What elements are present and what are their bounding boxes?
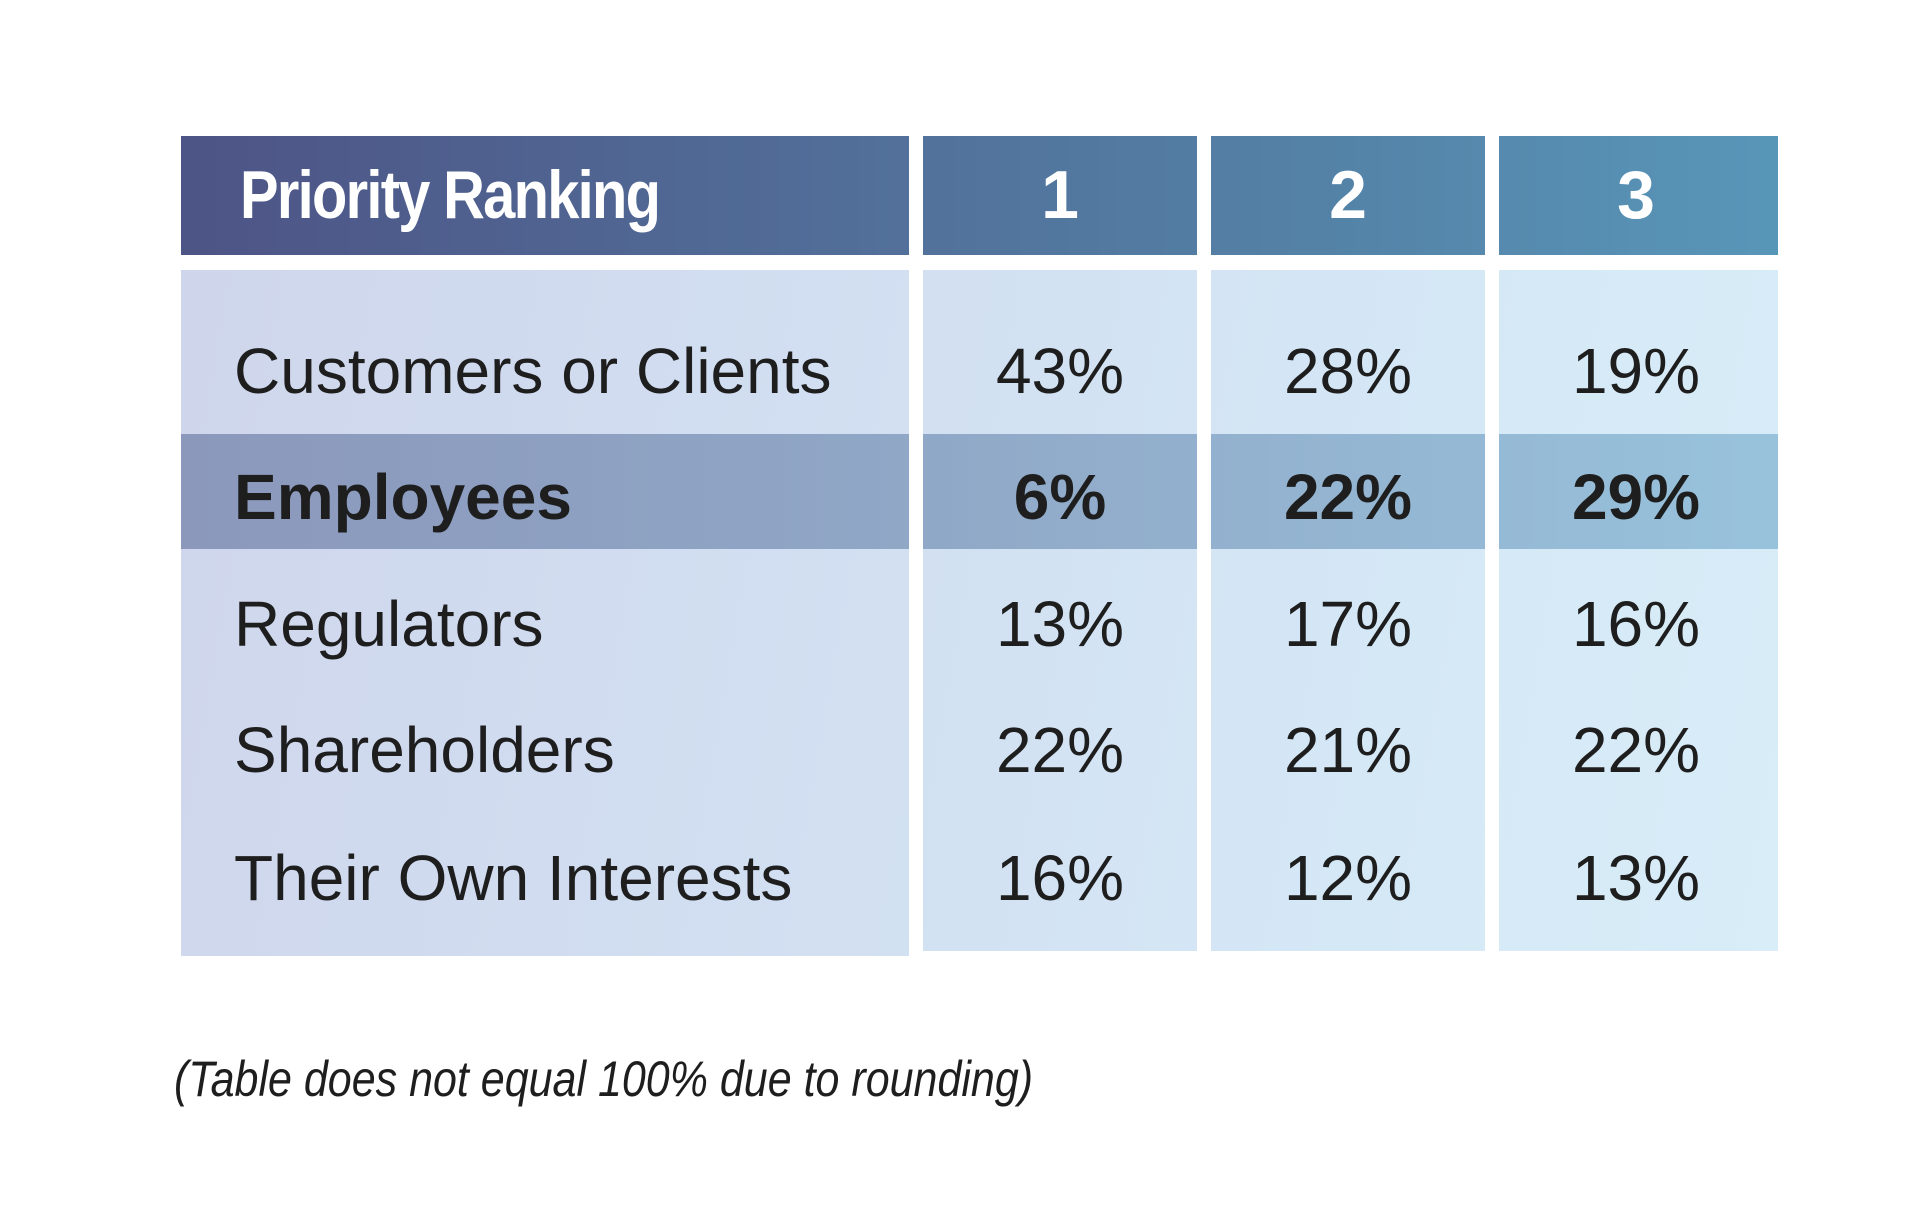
value-own-interests-rank-3: 13%	[1571, 842, 1701, 914]
column-divider	[1197, 130, 1211, 970]
value-regulators-rank-3: 16%	[1571, 588, 1701, 660]
row-label-shareholders: Shareholders	[234, 714, 615, 786]
row-label-customers: Customers or Clients	[234, 335, 832, 407]
column-divider	[909, 130, 923, 970]
value-regulators-rank-2: 17%	[1283, 588, 1413, 660]
header-priority-ranking: Priority Ranking	[240, 157, 661, 233]
row-label-own-interests: Their Own Interests	[234, 842, 793, 914]
value-employees-rank-1: 6%	[1013, 461, 1107, 533]
row-label-employees: Employees	[234, 461, 572, 533]
value-customers-rank-3: 19%	[1571, 335, 1701, 407]
column-divider	[1485, 130, 1499, 970]
value-own-interests-rank-2: 12%	[1283, 842, 1413, 914]
value-regulators-rank-1: 13%	[995, 588, 1125, 660]
row-label-regulators: Regulators	[234, 588, 544, 660]
value-customers-rank-2: 28%	[1283, 335, 1413, 407]
value-shareholders-rank-2: 21%	[1283, 714, 1413, 786]
header-separator	[170, 255, 1790, 270]
header-rank-2: 2	[1329, 157, 1367, 233]
header-rank-1: 1	[1041, 157, 1079, 233]
footnote: (Table does not equal 100% due to roundi…	[174, 1051, 1034, 1107]
table-body-band	[181, 270, 1778, 956]
highlighted-row-band	[181, 434, 1778, 549]
value-shareholders-rank-1: 22%	[995, 714, 1125, 786]
value-employees-rank-3: 29%	[1571, 461, 1701, 533]
column-bottom-edge	[1499, 951, 1778, 961]
value-employees-rank-2: 22%	[1283, 461, 1413, 533]
value-customers-rank-1: 43%	[995, 335, 1125, 407]
column-bottom-edge	[1211, 951, 1485, 961]
table-header-band	[181, 136, 1778, 255]
column-bottom-edge	[923, 951, 1197, 961]
header-rank-3: 3	[1617, 157, 1655, 233]
value-shareholders-rank-3: 22%	[1571, 714, 1701, 786]
value-own-interests-rank-1: 16%	[995, 842, 1125, 914]
